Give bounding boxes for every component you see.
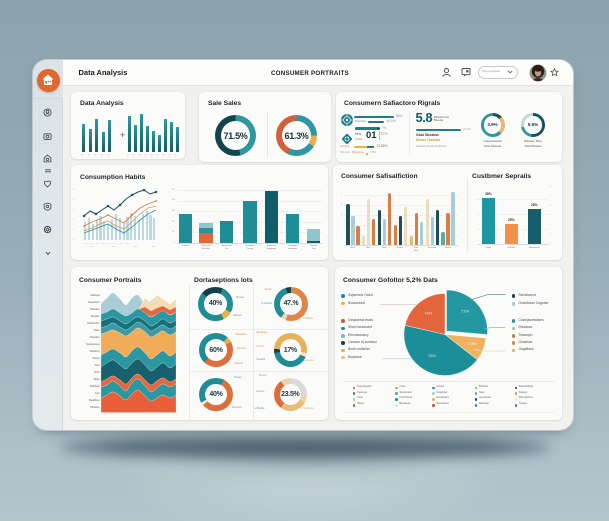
svg-text:71%: 71%	[461, 309, 469, 314]
svg-text:74%: 74%	[424, 311, 432, 316]
svg-text:7.5%: 7.5%	[468, 341, 478, 346]
svg-text:78%: 78%	[428, 353, 436, 358]
